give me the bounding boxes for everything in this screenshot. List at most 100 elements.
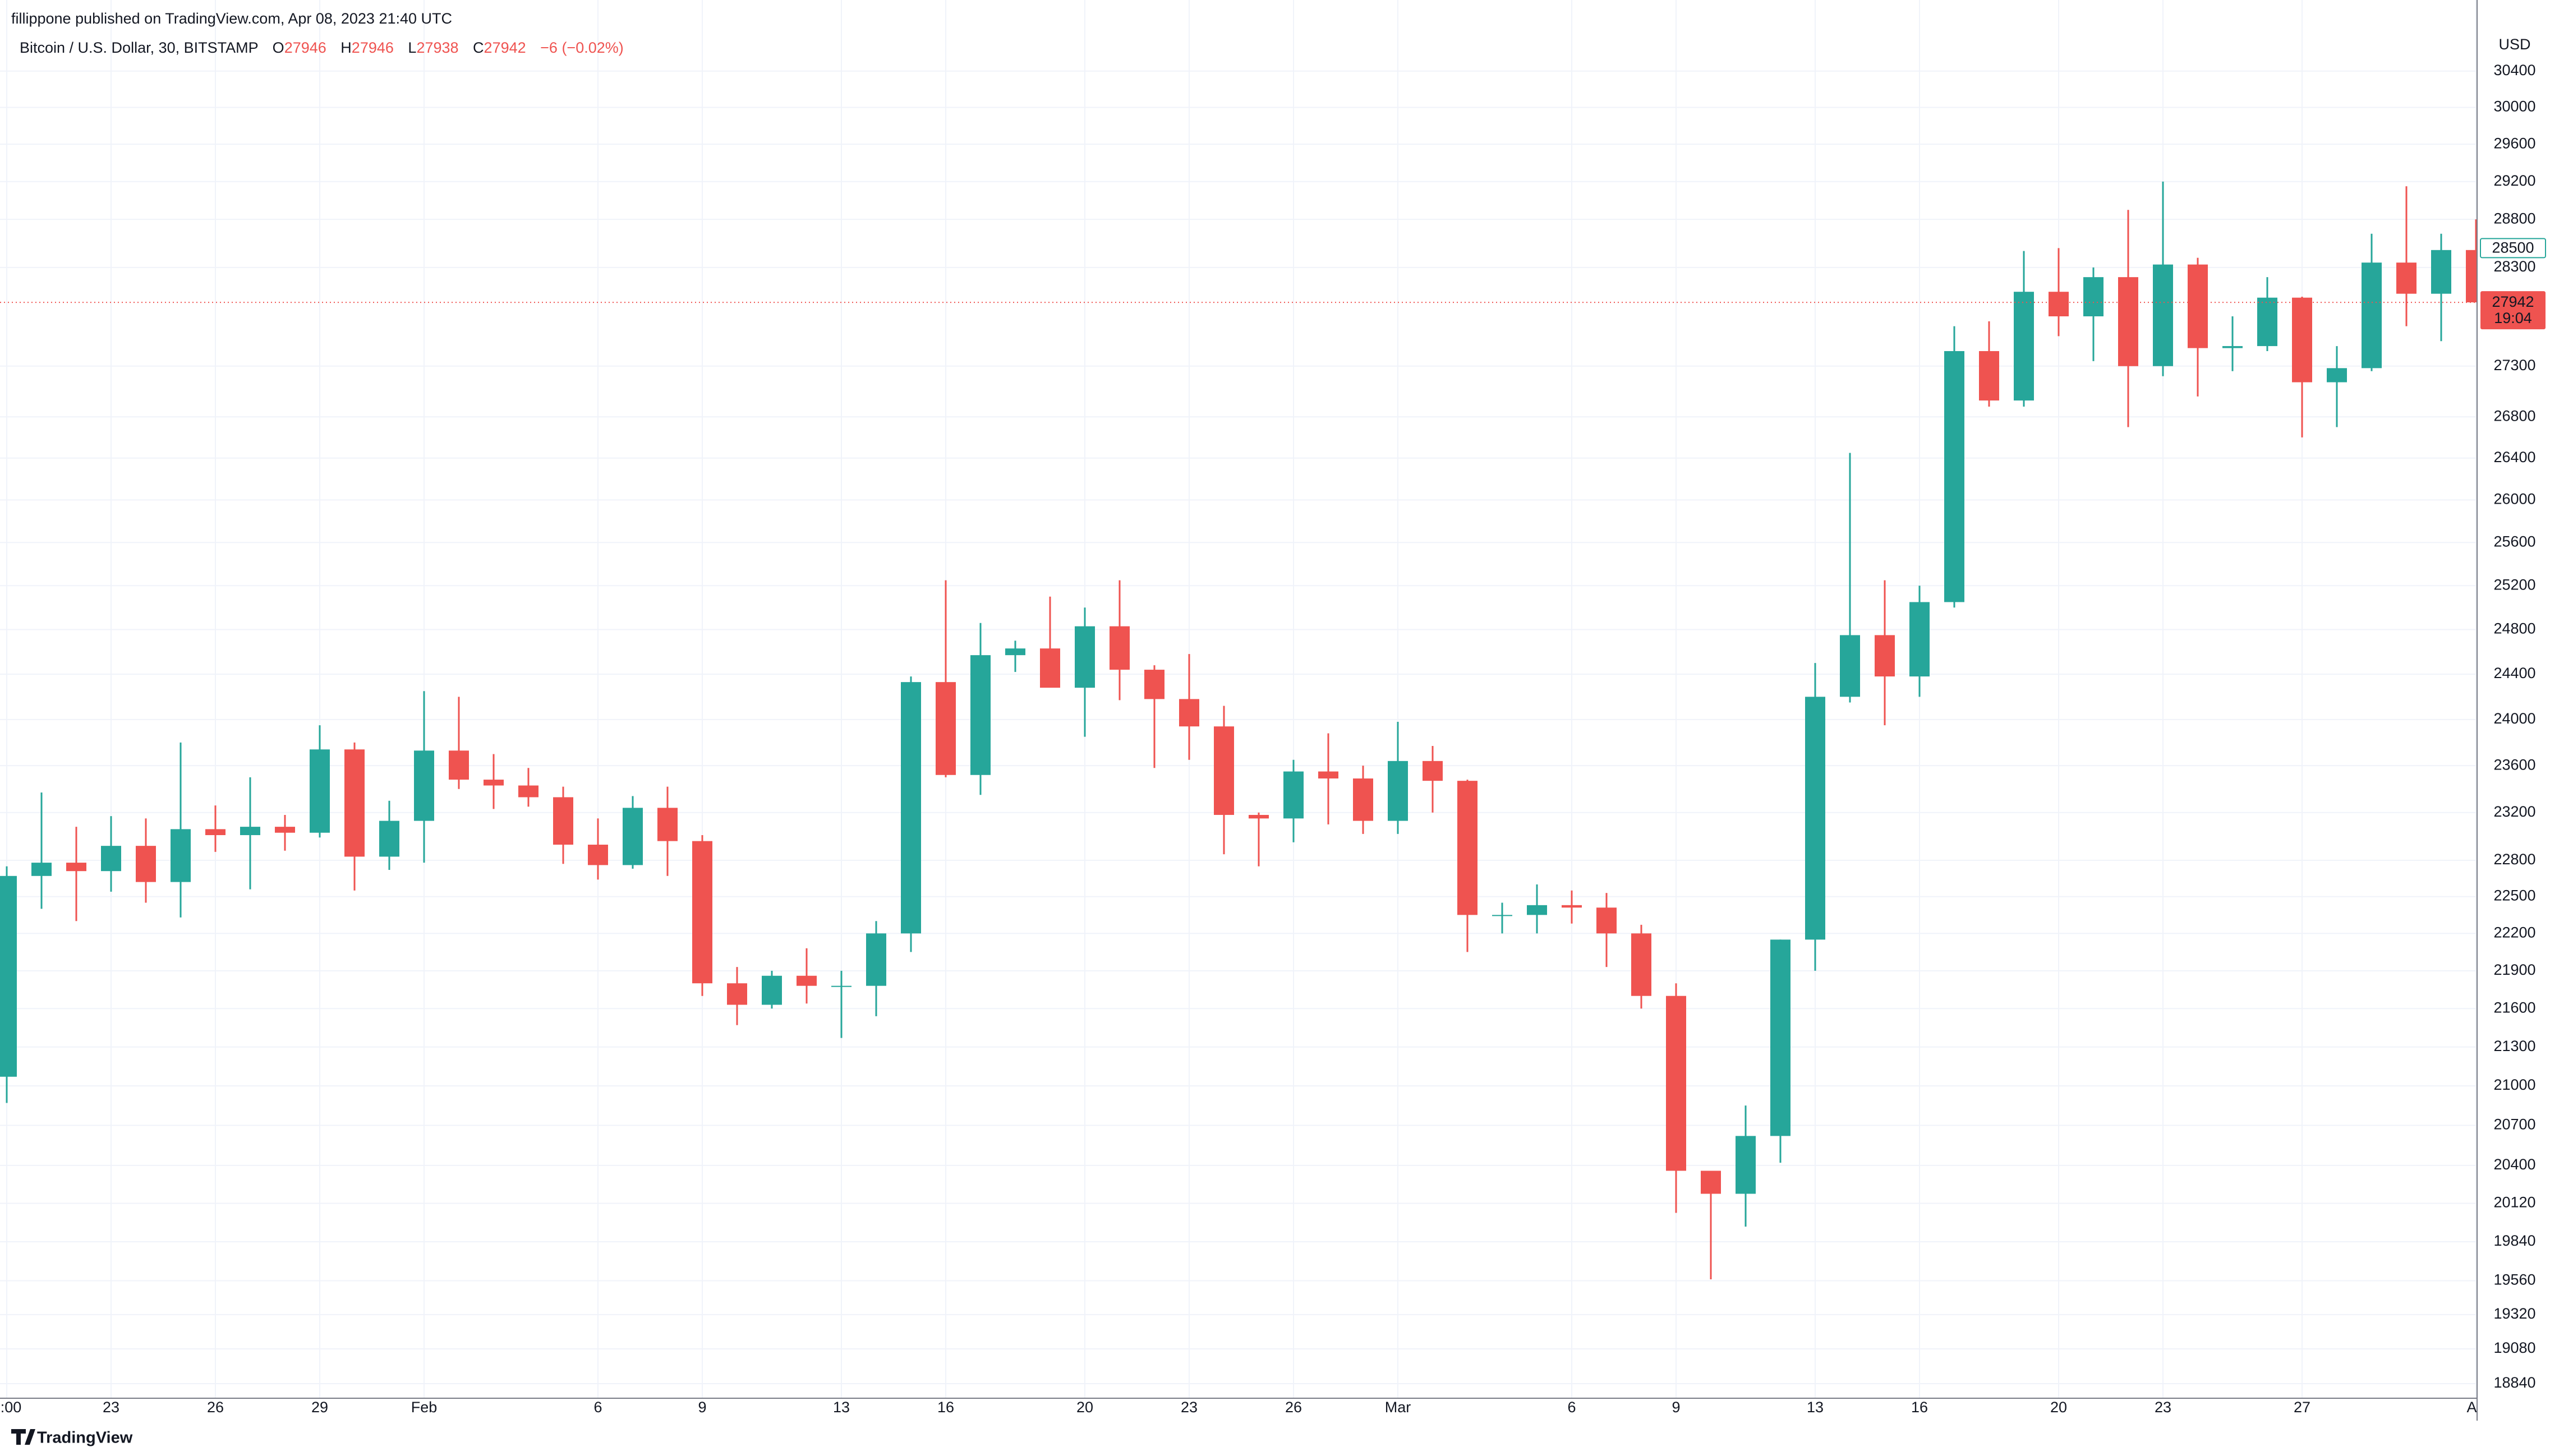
y-tick-label: 24000 xyxy=(2493,710,2535,727)
candle-body xyxy=(2222,346,2243,348)
candle-body xyxy=(1423,761,1443,781)
symbol: Bitcoin / U.S. Dollar, 30, BITSTAMP xyxy=(20,39,258,56)
y-tick-label: 23600 xyxy=(2493,756,2535,773)
y-tick-label: 21900 xyxy=(2493,961,2535,978)
x-tick-label: 20 xyxy=(1076,1399,1093,1416)
x-tick-label: 9 xyxy=(698,1399,706,1416)
price-box xyxy=(2480,291,2546,330)
y-tick-label: 24800 xyxy=(2493,620,2535,637)
candle-body xyxy=(797,975,817,986)
y-tick-label: 22200 xyxy=(2493,924,2535,941)
candle-body xyxy=(2257,297,2277,347)
marker-label: 28500 xyxy=(2492,239,2534,256)
candle-body xyxy=(484,780,504,786)
x-tick-label: 26 xyxy=(207,1399,224,1416)
x-tick-label: 6 xyxy=(593,1399,602,1416)
candle-body xyxy=(1457,781,1477,915)
candle-body xyxy=(66,863,86,872)
x-tick-label: 23 xyxy=(1181,1399,1198,1416)
y-tick-label: 20700 xyxy=(2493,1116,2535,1133)
publish-info: fillippone published on TradingView.com,… xyxy=(11,10,452,27)
x-tick-label: 29 xyxy=(311,1399,328,1416)
brand: TradingView xyxy=(37,1429,133,1447)
y-tick-label: 20400 xyxy=(2493,1156,2535,1173)
axis-unit: USD xyxy=(2498,36,2530,53)
candle-body xyxy=(1492,915,1512,916)
candle-body xyxy=(414,750,434,821)
candle-body xyxy=(1353,778,1373,821)
candle-body xyxy=(31,863,52,876)
candle-body xyxy=(171,829,191,882)
y-tick-label: 22500 xyxy=(2493,887,2535,904)
candle-body xyxy=(1631,933,1651,996)
candle-body xyxy=(1596,907,1617,934)
candle-body xyxy=(1388,761,1408,821)
candle-body xyxy=(970,655,991,775)
y-tick-label: 22800 xyxy=(2493,851,2535,868)
candle-body xyxy=(240,827,260,835)
x-tick-label: 23 xyxy=(2155,1399,2171,1416)
x-tick-label: 16 xyxy=(1911,1399,1928,1416)
y-tick-label: 25200 xyxy=(2493,576,2535,593)
marker-box xyxy=(2480,238,2546,259)
candle-body xyxy=(1562,905,1582,908)
logo-icon xyxy=(11,1429,35,1445)
y-tick-label: 19320 xyxy=(2493,1305,2535,1322)
candle-body xyxy=(2188,264,2208,348)
y-tick-label: 21600 xyxy=(2493,999,2535,1016)
y-tick-label: 19560 xyxy=(2493,1271,2535,1288)
candle-body xyxy=(762,975,782,1005)
change: −6 (−0.02%) xyxy=(540,39,624,56)
candle-body xyxy=(1736,1136,1756,1194)
x-tick-label: 6 xyxy=(1567,1399,1576,1416)
y-tick-label: 30000 xyxy=(2493,98,2535,115)
candle-body xyxy=(449,750,469,780)
candle-body xyxy=(1249,814,1269,819)
candle-body xyxy=(901,682,921,934)
candle-body xyxy=(1875,635,1895,677)
candle-body xyxy=(2362,262,2382,368)
ohlc-letter: H xyxy=(340,39,352,56)
candle-body xyxy=(1144,670,1164,699)
x-tick-label: Mar xyxy=(1385,1399,1411,1416)
candle-body xyxy=(1909,602,1930,677)
candle-body xyxy=(1040,648,1060,688)
candle-body xyxy=(2118,277,2138,366)
candle-body xyxy=(379,821,399,857)
candle-body xyxy=(2153,264,2173,366)
candle-body xyxy=(1527,905,1547,915)
candle-body xyxy=(310,749,330,833)
ohlc-value: 27942 xyxy=(484,39,526,56)
ohlc-value: 27946 xyxy=(284,39,326,56)
y-tick-label: 24400 xyxy=(2493,665,2535,681)
ohlc-letter: L xyxy=(408,39,416,56)
candle-body xyxy=(101,846,121,872)
y-tick-label: 26000 xyxy=(2493,491,2535,508)
candle-body xyxy=(553,797,573,845)
ohlc-letter: C xyxy=(473,39,484,56)
candle-body xyxy=(275,827,295,833)
legend: Bitcoin / U.S. Dollar, 30, BITSTAMP O279… xyxy=(20,39,624,56)
candle-body xyxy=(2014,292,2034,401)
candle-body xyxy=(936,682,956,775)
candle-body xyxy=(588,845,608,865)
candle-body xyxy=(1701,1171,1721,1194)
y-tick-label: 19840 xyxy=(2493,1232,2535,1249)
y-tick-label: 30400 xyxy=(2493,62,2535,79)
candle-body xyxy=(1944,351,1964,602)
y-tick-label: 28800 xyxy=(2493,210,2535,227)
y-tick-label: 26800 xyxy=(2493,407,2535,424)
candle-body xyxy=(1179,699,1199,727)
candle-body xyxy=(2049,292,2069,317)
candle-body xyxy=(657,808,678,841)
x-tick-label: Feb xyxy=(411,1399,438,1416)
candle-body xyxy=(205,829,225,835)
candle-body xyxy=(1005,648,1025,656)
x-tick-label: 13 xyxy=(1807,1399,1824,1416)
candle-body xyxy=(2431,250,2451,294)
ohlc-letter: O xyxy=(273,39,284,56)
y-tick-label: 26400 xyxy=(2493,449,2535,466)
x-tick-label: 27 xyxy=(2294,1399,2310,1416)
